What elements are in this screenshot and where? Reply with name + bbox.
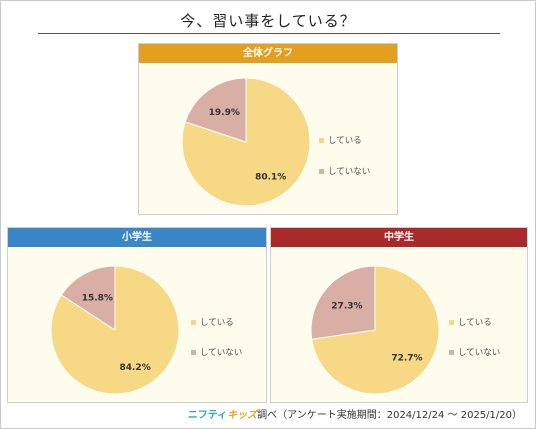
panel-header: 全体グラフ xyxy=(139,44,397,63)
chart-panel-overall: 全体グラフ 80.1% 19.9% しているしていない xyxy=(138,43,398,215)
value-label-doing: 84.2% xyxy=(119,363,150,373)
brand-name-part2: キッズ xyxy=(227,410,258,421)
legend-label-not-doing: していない xyxy=(458,348,500,358)
pie-slice-doing xyxy=(181,77,311,207)
pie-slice-not-doing xyxy=(310,265,376,340)
chart-panel-elementary: 小学生 84.2% 15.8% しているしていない xyxy=(7,227,267,403)
legend-swatch-not-doing xyxy=(319,169,324,174)
panel-header: 中学生 xyxy=(271,228,527,247)
value-label-not-doing: 27.3% xyxy=(331,302,362,312)
legend-swatch-doing xyxy=(449,320,454,325)
panel-header: 小学生 xyxy=(8,228,266,247)
page-title: 今、習い事をしている？ xyxy=(180,12,356,30)
legend-label-doing: している xyxy=(328,136,362,146)
legend-label-doing: している xyxy=(200,318,234,328)
brand-name-part1: ニフティ xyxy=(187,410,228,421)
legend-label-not-doing: していない xyxy=(200,348,242,358)
legend-label-doing: している xyxy=(458,318,492,328)
pie-slice-not-doing xyxy=(184,77,247,143)
legend-swatch-doing xyxy=(319,138,324,143)
legend-swatch-not-doing xyxy=(449,350,454,355)
value-label-not-doing: 15.8% xyxy=(82,293,113,303)
pie-slice-not-doing xyxy=(60,265,116,331)
legend-swatch-doing xyxy=(191,320,196,325)
title-divider xyxy=(38,33,500,34)
value-label-not-doing: 19.9% xyxy=(209,108,240,118)
legend-swatch-not-doing xyxy=(191,350,196,355)
legend-label-not-doing: していない xyxy=(328,167,370,177)
survey-period-note: 調べ（アンケート実施期間：2024/12/24 ～ 2025/1/20） xyxy=(257,410,522,421)
source-note: ニフティキッズ調べ（アンケート実施期間：2024/12/24 ～ 2025/1/… xyxy=(188,406,522,421)
value-label-doing: 72.7% xyxy=(391,354,422,364)
chart-panel-junior-high: 中学生 72.7% 27.3% しているしていない xyxy=(270,227,528,403)
value-label-doing: 80.1% xyxy=(255,172,286,182)
